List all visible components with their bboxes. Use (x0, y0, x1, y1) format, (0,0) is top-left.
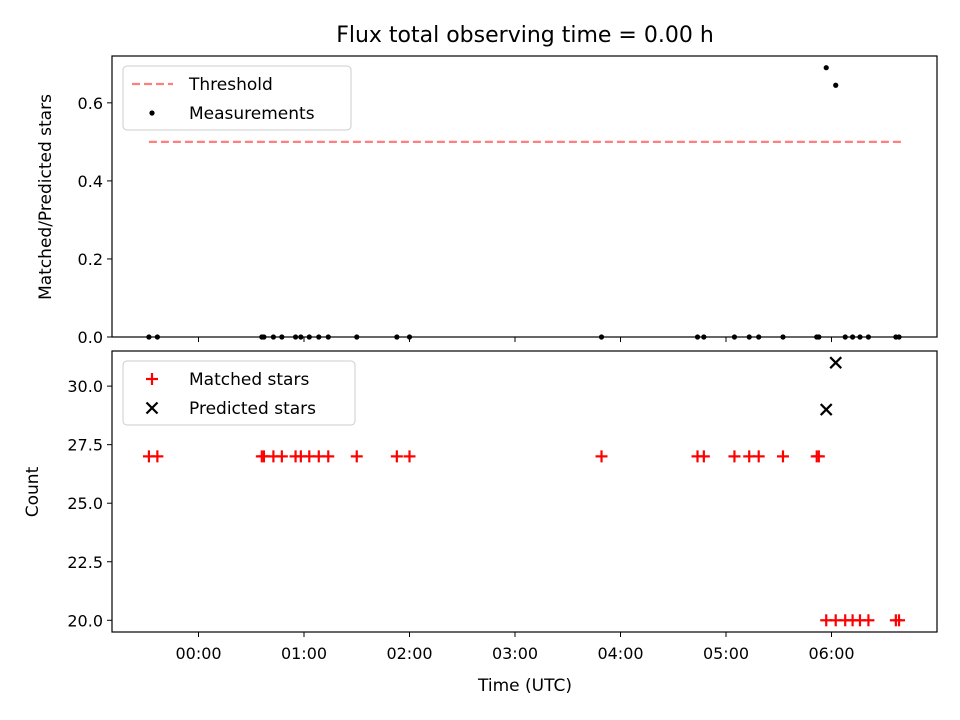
bottom-ytick-label-4: 30.0 (67, 377, 103, 396)
bottom-legend-marker-0 (146, 373, 158, 385)
bottom-axes-frame (111, 350, 938, 633)
bottom-point-1-1-b (829, 356, 842, 369)
bottom-ytick-label-1: 22.5 (67, 553, 103, 572)
bottom-point-0-28 (862, 614, 875, 627)
bottom-point-0-19 (752, 450, 765, 463)
bottom-point-0-22 (812, 450, 825, 463)
top-ytick-label-2: 0.4 (78, 172, 103, 191)
bottom-point-0-14 (595, 450, 608, 463)
x-axis-label: Time (UTC) (477, 676, 572, 696)
xtick-label-2: 02:00 (386, 644, 432, 663)
bottom-point-0-1 (151, 450, 164, 463)
top-chart-title: Flux total observing time = 0.00 h (336, 23, 714, 48)
bottom-point-1-0 (819, 403, 833, 416)
top-ytick-label-0: 0.0 (78, 328, 103, 347)
bottom-point-0-12 (390, 450, 403, 463)
top-point-0-24 (833, 82, 839, 88)
bottom-legend-label-1: Predicted stars (189, 399, 316, 419)
top-y-axis-label: Matched/Predicted stars (36, 94, 56, 300)
bottom-point-0-5 (275, 450, 288, 463)
bottom-point-0-13 (403, 450, 416, 463)
bottom-legend-marker-1-b (145, 401, 159, 415)
xtick-label-4: 04:00 (597, 644, 643, 663)
xtick-label-0: 00:00 (175, 644, 221, 663)
xtick-label-5: 05:00 (703, 644, 749, 663)
bottom-legend-label-0: Matched stars (189, 370, 309, 390)
bottom-point-0-10 (322, 450, 335, 463)
bottom-point-0-20 (776, 450, 789, 463)
bottom-series-predicted-stars (819, 356, 842, 416)
bottom-legend-box (122, 360, 356, 426)
xtick-label-3: 03:00 (492, 644, 538, 663)
bottom-ytick-label-3: 27.5 (67, 436, 103, 455)
bottom-point-0-30 (893, 614, 906, 627)
bottom-legend-marker-1 (145, 401, 159, 415)
xtick-label-1: 01:00 (281, 644, 327, 663)
bottom-legend: Matched stars Predicted stars (122, 360, 356, 426)
bottom-ytick-label-2: 25.0 (67, 494, 103, 513)
top-ytick-label-3: 0.6 (78, 94, 103, 113)
top-legend-box (122, 65, 352, 131)
top-point-0-23 (823, 65, 829, 71)
top-panel: 0.0 0.2 0.4 0.6 Threshold Measurements (78, 55, 938, 347)
top-ytick-label-1: 0.2 (78, 250, 103, 269)
bottom-point-0-11 (350, 450, 363, 463)
top-legend-label-1: Measurements (189, 104, 315, 124)
bottom-point-0-17 (728, 450, 741, 463)
bottom-series-matched-stars (142, 450, 906, 627)
top-legend-marker-1 (149, 110, 155, 116)
bottom-point-1-1 (829, 356, 842, 369)
bottom-point-0-16 (697, 450, 710, 463)
top-legend-label-0: Threshold (188, 75, 273, 95)
bottom-y-axis-label: Count (23, 466, 43, 517)
bottom-ytick-label-0: 20.0 (67, 611, 103, 630)
top-legend: Threshold Measurements (122, 65, 352, 131)
plots: 0.0 0.2 0.4 0.6 Threshold Measurements 20.0 22.… (67, 55, 938, 663)
xtick-label-6: 06:00 (808, 644, 854, 663)
bottom-point-1-0-b (819, 403, 833, 416)
bottom-panel: 20.0 22.5 25.0 27.5 30.0 00:00 01:00 02:00 03:00… (67, 350, 938, 663)
top-axes-frame (111, 55, 938, 338)
